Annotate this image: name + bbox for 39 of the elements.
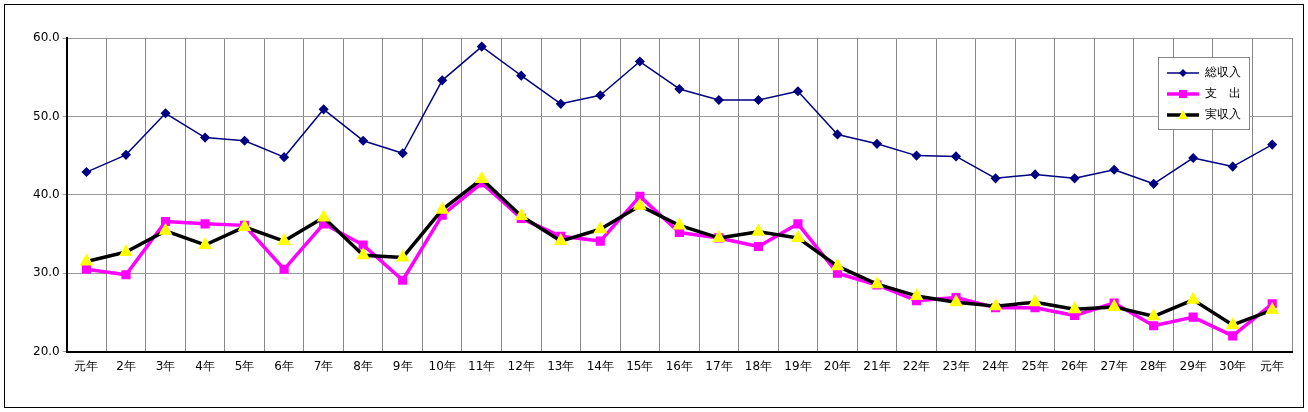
- x-tick-label: 8年: [353, 358, 373, 373]
- x-tick-label: 16年: [665, 358, 693, 373]
- x-tick-label: 30年: [1219, 358, 1247, 373]
- legend-label: 支 出: [1205, 85, 1241, 102]
- x-tick-label: 11年: [468, 358, 496, 373]
- x-tick-label: 4年: [195, 358, 215, 373]
- x-tick-label: 21年: [863, 358, 891, 373]
- x-tick-label: 22年: [902, 358, 931, 373]
- legend-label: 実収入: [1205, 106, 1241, 123]
- x-tick-label: 3年: [155, 358, 176, 373]
- y-tick-label: 30.0: [33, 265, 60, 280]
- x-tick-label: 19年: [784, 358, 812, 373]
- x-tick-label: 13年: [547, 358, 575, 373]
- x-tick-label: 14年: [586, 358, 614, 373]
- legend-label: 総収入: [1205, 64, 1241, 81]
- x-tick-label: 18年: [744, 358, 773, 373]
- x-tick-label: 15年: [626, 358, 654, 373]
- x-tick-label: 26年: [1060, 358, 1089, 373]
- x-tick-label: 12年: [507, 358, 535, 373]
- x-tick-label: 20年: [823, 358, 852, 373]
- x-tick-label: 24年: [981, 358, 1010, 373]
- x-tick-label: 23年: [942, 358, 970, 373]
- x-tick-label: 元年: [1260, 358, 1285, 373]
- y-tick-label: 40.0: [33, 186, 60, 201]
- x-tick-label: 2年: [116, 358, 136, 373]
- x-tick-label: 17年: [705, 358, 733, 373]
- x-tick-label: 27年: [1100, 358, 1128, 373]
- x-tick-label: 9年: [392, 358, 413, 373]
- x-tick-label: 10年: [428, 358, 456, 373]
- y-tick-label: 50.0: [33, 108, 60, 123]
- x-tick-label: 29年: [1179, 358, 1207, 373]
- x-tick-label: 6年: [274, 358, 294, 373]
- y-tick-label: 60.0: [33, 30, 60, 45]
- x-tick-label: 28年: [1140, 358, 1168, 373]
- x-tick-label: 7年: [313, 358, 334, 373]
- x-tick-label: 元年: [74, 358, 99, 373]
- x-tick-label: 5年: [234, 358, 255, 373]
- x-tick-label: 25年: [1021, 358, 1049, 373]
- y-tick-label: 20.0: [33, 343, 60, 358]
